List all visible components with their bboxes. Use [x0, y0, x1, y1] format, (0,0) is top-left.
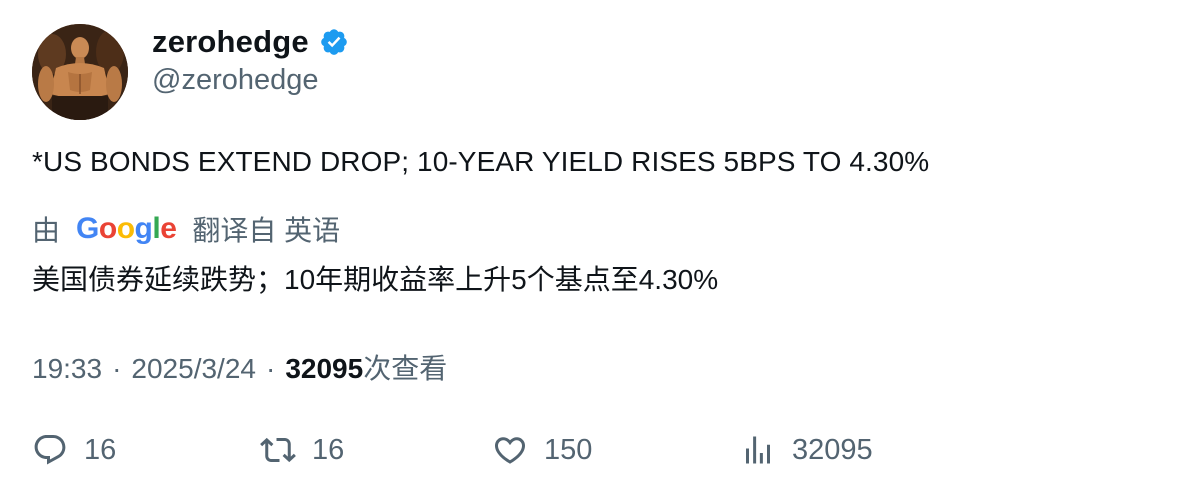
tweet-time[interactable]: 19:33 — [32, 353, 103, 384]
verified-badge-icon[interactable] — [319, 27, 349, 57]
analytics-icon — [746, 436, 770, 464]
retweet-button[interactable]: 16 — [260, 432, 344, 468]
translated-text: 美国债券延续跌势；10年期收益率上升5个基点至4.30% — [32, 264, 719, 295]
retweet-icon — [260, 437, 296, 463]
avatar[interactable] — [32, 24, 128, 120]
meta-separator: · — [265, 353, 276, 384]
heart-icon — [494, 437, 526, 464]
like-button[interactable]: 150 — [492, 432, 592, 468]
reply-button[interactable]: 16 — [32, 432, 116, 468]
reply-count: 16 — [84, 433, 117, 466]
retweet-count: 16 — [312, 433, 345, 466]
meta-separator: · — [112, 353, 122, 384]
author-name-row[interactable]: zerohedge — [152, 24, 349, 60]
action-bar: 16 16 150 32095 — [32, 432, 1164, 472]
display-name[interactable]: zerohedge — [152, 24, 309, 59]
author-handle[interactable]: @zerohedge — [152, 64, 319, 96]
translation-prefix: 由 — [32, 215, 61, 246]
tweet-meta: 19:33 · 2025/3/24 · 32095 次查看 — [32, 347, 447, 387]
tweet-text: *US BONDS EXTEND DROP; 10-YEAR YIELD RIS… — [32, 146, 930, 177]
reply-icon — [34, 435, 66, 465]
tweet-date[interactable]: 2025/3/24 — [131, 353, 256, 384]
views-button[interactable]: 32095 — [740, 432, 873, 468]
translation-suffix: 翻译自 英语 — [192, 215, 341, 246]
views-label: 次查看 — [363, 353, 448, 384]
views-action-count: 32095 — [792, 433, 873, 466]
like-count: 150 — [544, 433, 593, 466]
profile-photo-icon — [32, 24, 128, 120]
views-count: 32095 — [285, 353, 364, 384]
